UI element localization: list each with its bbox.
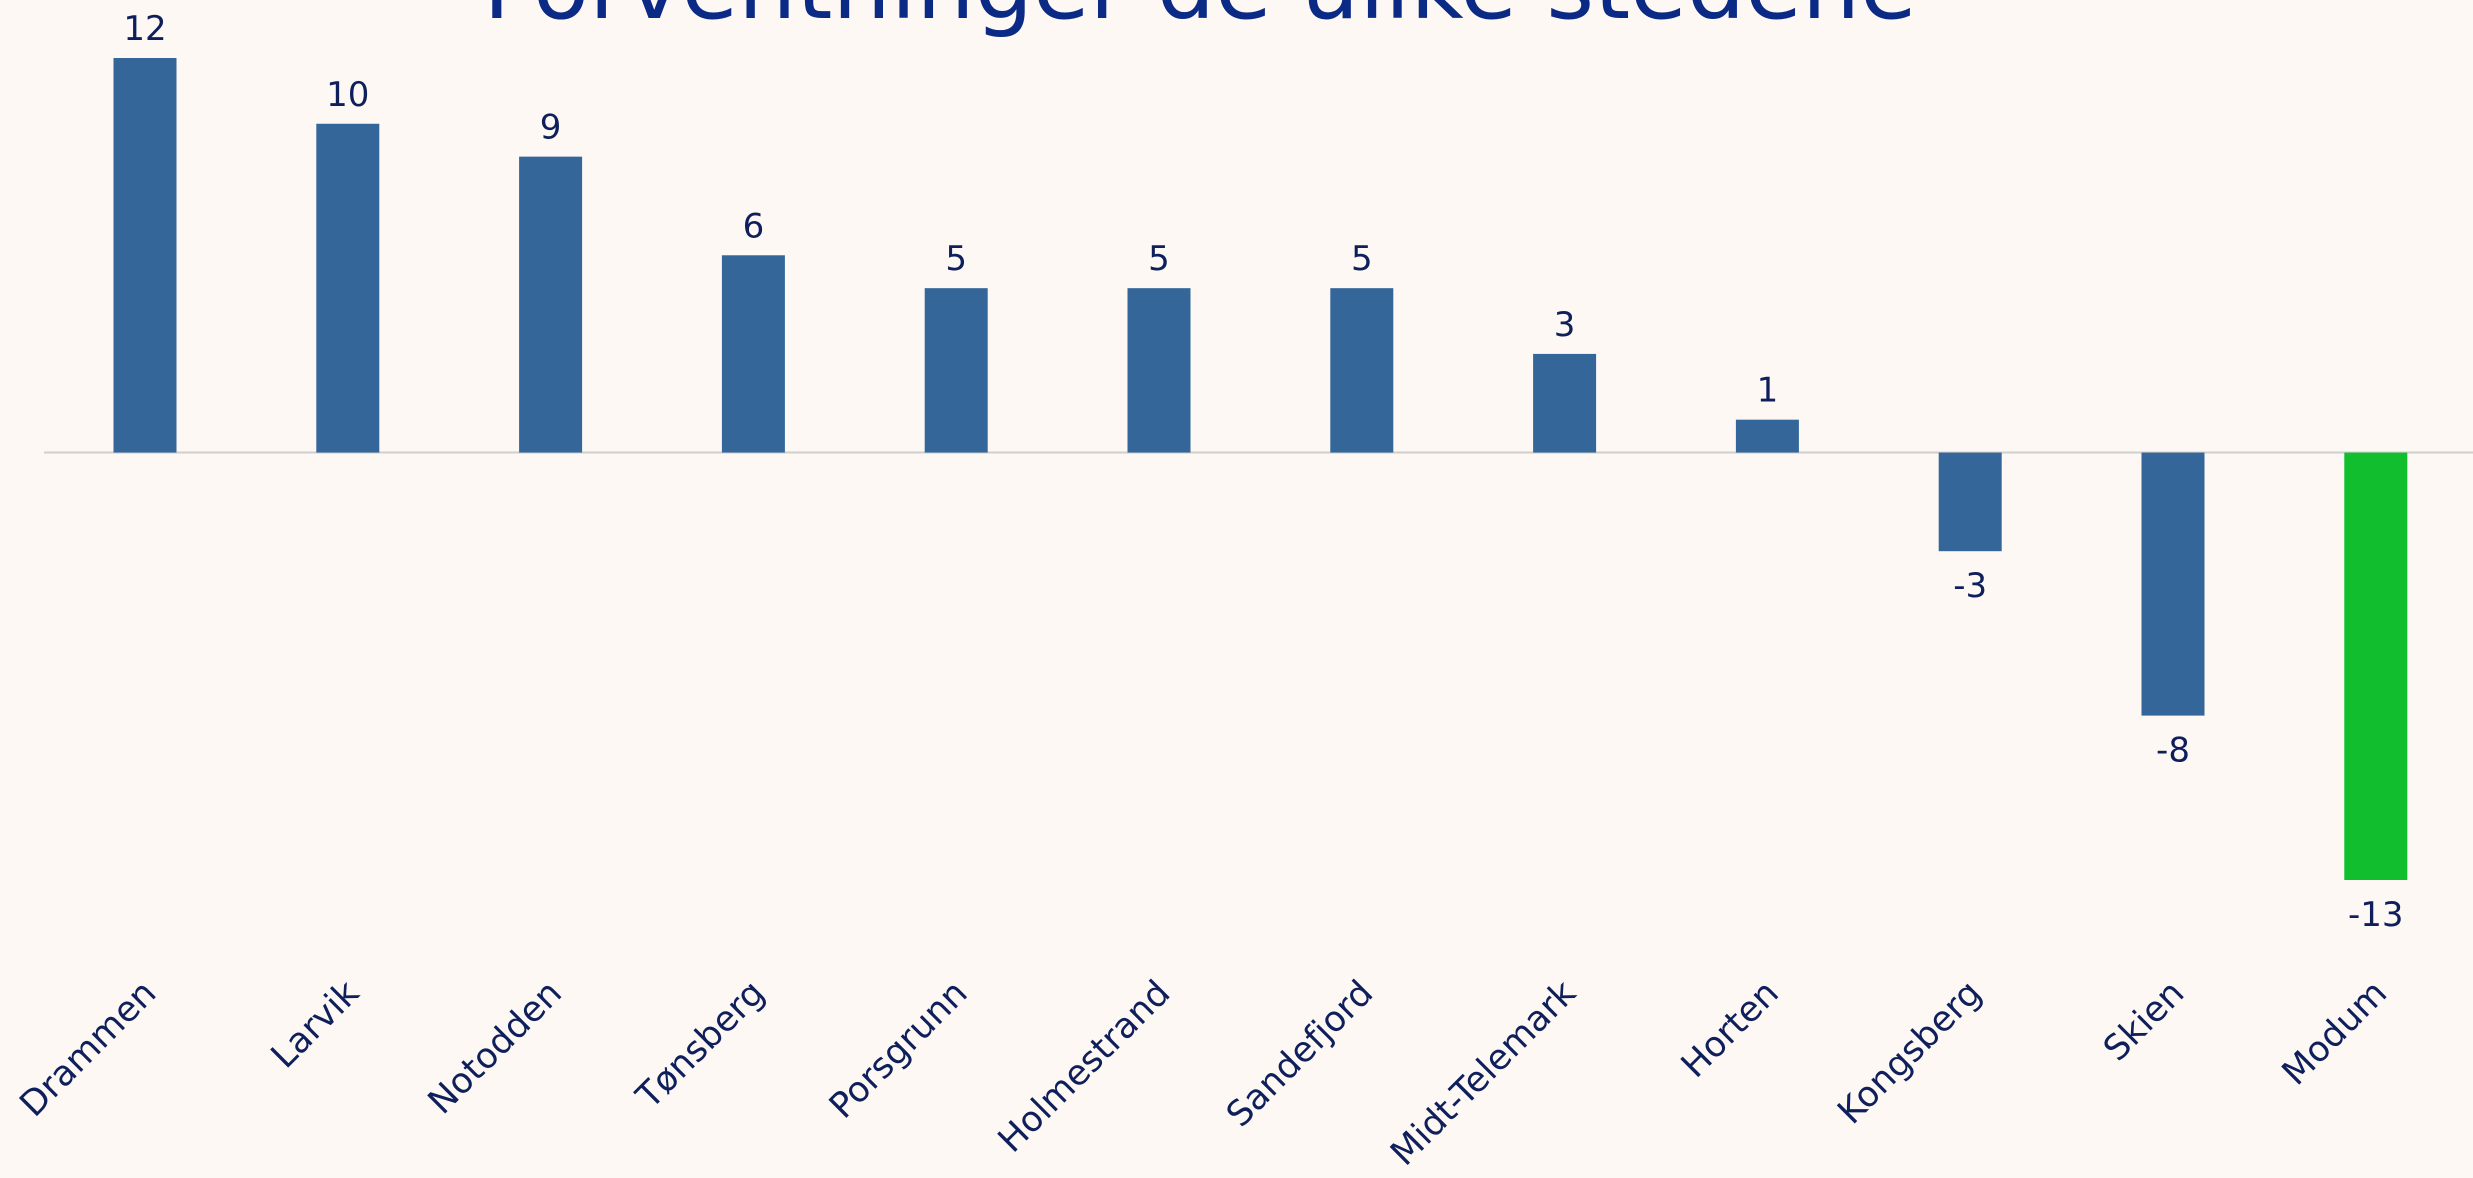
x-tick-label: Midt-Telemark bbox=[1383, 973, 1584, 1174]
bar bbox=[721, 255, 785, 453]
value-label: 3 bbox=[1554, 305, 1576, 345]
x-tick-label: Drammen bbox=[13, 973, 165, 1125]
x-tick-label: Horten bbox=[1674, 973, 1787, 1086]
value-label: 12 bbox=[123, 9, 166, 49]
bar bbox=[1127, 288, 1191, 453]
value-label: 5 bbox=[1351, 239, 1373, 279]
value-label: 10 bbox=[326, 75, 369, 115]
bar bbox=[316, 123, 380, 453]
chart-title: Forventninger de ulike stedene bbox=[483, 0, 1916, 40]
value-label: -8 bbox=[2156, 731, 2190, 771]
x-tick-label: Porsgrunn bbox=[822, 973, 975, 1126]
value-label: -3 bbox=[1953, 566, 1987, 606]
bar bbox=[1735, 419, 1799, 453]
bar bbox=[2141, 452, 2205, 716]
x-tick-label: Holmestrand bbox=[991, 973, 1179, 1161]
bar bbox=[113, 58, 177, 453]
value-label: 6 bbox=[743, 206, 765, 246]
x-tick-label: Larvik bbox=[264, 973, 368, 1077]
bar bbox=[1938, 452, 2002, 552]
x-tick-label: Tønsberg bbox=[629, 973, 773, 1117]
x-tick-label: Sandefjord bbox=[1219, 973, 1381, 1135]
bar bbox=[924, 288, 988, 453]
x-tick-label: Skien bbox=[2096, 973, 2192, 1069]
bar bbox=[1533, 353, 1597, 453]
bar bbox=[1330, 288, 1394, 453]
value-label: 1 bbox=[1757, 371, 1779, 411]
value-label: 5 bbox=[1148, 239, 1170, 279]
value-label: -13 bbox=[2348, 895, 2404, 935]
x-tick-label: Modum bbox=[2275, 973, 2395, 1093]
bar bbox=[2344, 452, 2408, 880]
x-tick-label: Kongsberg bbox=[1830, 973, 1989, 1132]
x-tick-label: Notodden bbox=[421, 973, 570, 1122]
value-label: 9 bbox=[540, 108, 562, 148]
bar bbox=[519, 156, 583, 453]
value-label: 5 bbox=[945, 239, 967, 279]
